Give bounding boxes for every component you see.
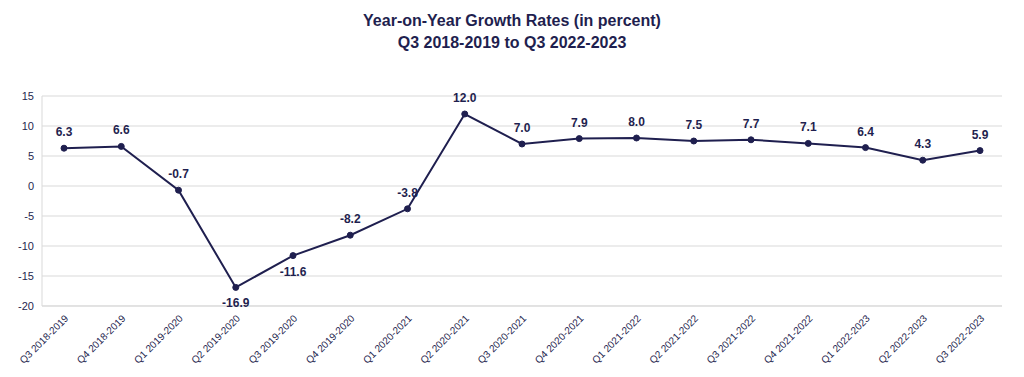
svg-text:Q2 2020-2021: Q2 2020-2021 — [418, 312, 471, 365]
svg-text:-11.6: -11.6 — [280, 265, 307, 279]
svg-text:-20: -20 — [18, 300, 34, 312]
svg-text:-8.2: -8.2 — [340, 212, 361, 226]
svg-text:Q1 2021-2022: Q1 2021-2022 — [590, 312, 643, 365]
svg-text:Q2 2021-2022: Q2 2021-2022 — [647, 312, 700, 365]
svg-text:0: 0 — [28, 180, 34, 192]
html-text:Q3 2018-2019 to Q3 2022-2023: Q3 2018-2019 to Q3 2022-2023 — [397, 34, 627, 51]
svg-text:5: 5 — [28, 150, 34, 162]
html-text:Year-on-Year Growth Rates (in: Year-on-Year Growth Rates (in percent) — [363, 12, 661, 29]
svg-text:10: 10 — [22, 120, 34, 132]
svg-text:6.6: 6.6 — [113, 123, 130, 137]
svg-text:-0.7: -0.7 — [168, 167, 189, 181]
svg-text:Q3 2018-2019: Q3 2018-2019 — [17, 312, 70, 365]
svg-text:7.9: 7.9 — [571, 116, 588, 130]
svg-text:7.5: 7.5 — [685, 118, 702, 132]
svg-text:7.1: 7.1 — [800, 120, 817, 134]
svg-text:Q1 2020-2021: Q1 2020-2021 — [361, 312, 414, 365]
svg-text:Q4 2019-2020: Q4 2019-2020 — [304, 312, 357, 365]
svg-text:Q4 2020-2021: Q4 2020-2021 — [533, 312, 586, 365]
svg-text:Q4 2021-2022: Q4 2021-2022 — [762, 312, 815, 365]
svg-text:7.7: 7.7 — [743, 117, 760, 131]
svg-text:Q3 2022-2023: Q3 2022-2023 — [933, 312, 986, 365]
svg-text:Q3 2019-2020: Q3 2019-2020 — [246, 312, 299, 365]
svg-text:7.0: 7.0 — [514, 121, 531, 135]
svg-text:-15: -15 — [18, 270, 34, 282]
svg-text:6.4: 6.4 — [857, 125, 874, 139]
svg-text:Q3 2021-2022: Q3 2021-2022 — [704, 312, 757, 365]
svg-text:Q2 2022-2023: Q2 2022-2023 — [876, 312, 929, 365]
svg-text:Q3 2020-2021: Q3 2020-2021 — [475, 312, 528, 365]
svg-text:15: 15 — [22, 90, 34, 102]
svg-text:Q1 2019-2020: Q1 2019-2020 — [132, 312, 185, 365]
svg-text:-3.8: -3.8 — [397, 186, 418, 200]
svg-text:Q1 2022-2023: Q1 2022-2023 — [819, 312, 872, 365]
svg-text:5.9: 5.9 — [972, 128, 989, 142]
svg-text:-16.9: -16.9 — [222, 296, 250, 310]
svg-text:12.0: 12.0 — [453, 91, 477, 105]
svg-text:4.3: 4.3 — [914, 137, 931, 151]
svg-text:Q2 2019-2020: Q2 2019-2020 — [189, 312, 242, 365]
svg-text:-10: -10 — [18, 240, 34, 252]
svg-text:8.0: 8.0 — [628, 115, 645, 129]
svg-text:6.3: 6.3 — [56, 125, 73, 139]
svg-text:-5: -5 — [24, 210, 34, 222]
svg-text:Q4 2018-2019: Q4 2018-2019 — [75, 312, 128, 365]
